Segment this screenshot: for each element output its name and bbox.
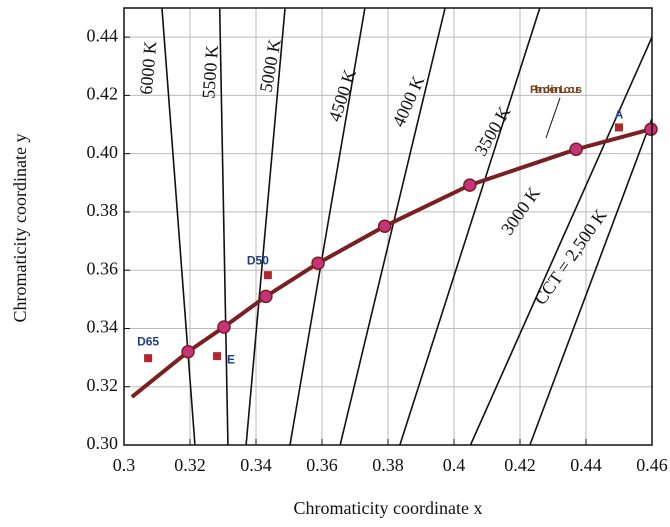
locus-pointer bbox=[545, 97, 561, 139]
locus-label: Planckian Locus bbox=[530, 84, 582, 96]
isotherm-line bbox=[399, 8, 541, 445]
isotherm-label: 5000 K bbox=[256, 38, 285, 94]
y-tick-label: 0.40 bbox=[87, 142, 119, 162]
x-tick-label: 0.46 bbox=[636, 455, 668, 475]
y-tick-label: 0.32 bbox=[87, 375, 119, 395]
locus-marker bbox=[217, 320, 231, 334]
x-axis-title: Chromaticity coordinate x bbox=[294, 498, 483, 518]
x-tick-label: 0.3 bbox=[113, 455, 136, 475]
locus-marker bbox=[181, 345, 195, 359]
isotherm-line bbox=[218, 8, 229, 445]
x-tick-label: 0.38 bbox=[372, 455, 404, 475]
reference-point bbox=[263, 271, 272, 280]
isotherm-line bbox=[339, 8, 446, 445]
locus-marker bbox=[463, 178, 477, 192]
plot-area bbox=[130, 8, 652, 445]
isotherm-label: 3500 K bbox=[470, 103, 514, 159]
reference-point bbox=[615, 123, 623, 132]
reference-point bbox=[213, 352, 222, 361]
x-tick-label: 0.42 bbox=[504, 455, 536, 475]
y-tick-label: 0.30 bbox=[87, 433, 119, 453]
isotherm-label: 5500 K bbox=[198, 44, 222, 99]
x-tick-label: 0.44 bbox=[570, 455, 602, 475]
locus-marker bbox=[569, 142, 583, 157]
isotherm-line bbox=[529, 118, 652, 445]
point-label: A bbox=[615, 108, 624, 122]
isotherm-line bbox=[245, 8, 286, 445]
isotherm-line bbox=[161, 8, 196, 445]
x-tick-label: 0.32 bbox=[174, 455, 206, 475]
x-tick-label: 0.4 bbox=[443, 455, 466, 475]
y-tick-label: 0.36 bbox=[87, 258, 119, 278]
locus-marker bbox=[259, 289, 273, 304]
y-tick-label: 0.42 bbox=[87, 84, 119, 104]
isotherm-label: 6000 K bbox=[136, 40, 161, 95]
x-tick-label: 0.36 bbox=[306, 455, 338, 475]
locus-marker bbox=[377, 219, 392, 233]
locus-marker bbox=[311, 256, 325, 270]
y-axis-title: Chromaticity coordinate y bbox=[10, 134, 30, 323]
point-label: D65 bbox=[137, 334, 159, 348]
y-tick-label: 0.44 bbox=[87, 25, 119, 45]
reference-point bbox=[144, 354, 153, 363]
locus-marker bbox=[644, 122, 658, 136]
point-label: D50 bbox=[247, 253, 269, 267]
point-label: E bbox=[227, 352, 235, 366]
plot-frame bbox=[123, 7, 653, 446]
isotherm-line bbox=[469, 36, 652, 445]
x-tick-label: 0.34 bbox=[240, 455, 272, 475]
isotherm-line bbox=[289, 8, 366, 445]
y-tick-label: 0.34 bbox=[87, 317, 119, 337]
y-tick-label: 0.38 bbox=[87, 200, 119, 220]
